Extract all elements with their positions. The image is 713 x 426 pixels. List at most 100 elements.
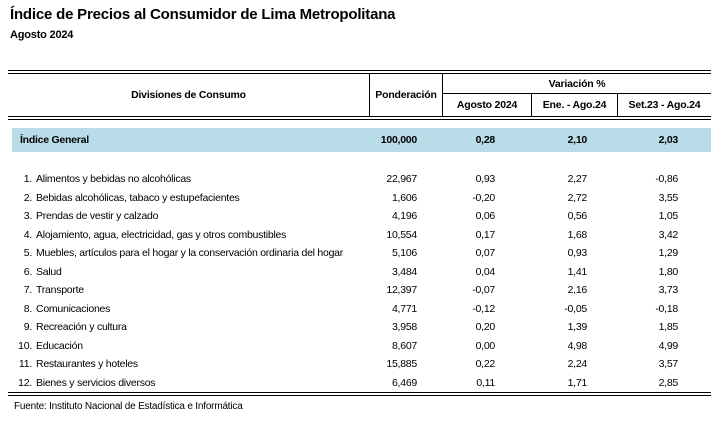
- table-row: 4. Alojamiento, agua, electricidad, gas y…: [8, 226, 711, 245]
- var-aug2024-cell: 0,00: [475, 339, 496, 352]
- var-aug2024-cell: 0,11: [476, 376, 495, 389]
- table-row: 12. Bienes y servicios diversos 6,469 0,1…: [8, 374, 711, 393]
- division-cell: Índice General: [20, 134, 89, 146]
- page-subtitle: Agosto 2024: [10, 29, 74, 41]
- division-name: Educación: [36, 339, 83, 352]
- division-number: 12.: [18, 376, 32, 389]
- var-set-ago-cell: 2,03: [658, 134, 679, 146]
- general-index-row: Índice General 100,000 0,28 2,10 2,03: [12, 128, 711, 152]
- table-row: 3. Prendas de vestir y calzado 4,196 0,06…: [8, 207, 711, 226]
- division-name: Muebles, artículos para el hogar y la co…: [36, 247, 344, 259]
- cpi-table: Divisiones de Consumo Ponderación Variac…: [8, 70, 711, 396]
- col-header-agosto-2024: Agosto 2024: [443, 94, 532, 116]
- var-ene-ago-cell: 1,71: [567, 376, 588, 389]
- division-number: 4.: [23, 228, 33, 241]
- var-aug2024-cell: -0,20: [472, 191, 495, 204]
- division-number: 1.: [23, 173, 33, 185]
- var-ene-ago-cell: 1,39: [567, 321, 588, 333]
- weight-cell: 1,606: [391, 191, 417, 204]
- col-header-ponderacion: Ponderación: [370, 74, 443, 116]
- var-aug2024-cell: 0,22: [475, 358, 496, 370]
- division-cell: 6. Salud: [8, 263, 370, 282]
- division-cell: 7. Transporte: [8, 281, 370, 300]
- division-number: 3.: [23, 210, 33, 222]
- var-ene-ago-cell: 4,98: [567, 339, 588, 352]
- weight-cell: 10,554: [386, 228, 417, 241]
- var-set-ago-cell: 4,99: [658, 339, 679, 352]
- var-set-ago-cell: 3,73: [658, 284, 679, 296]
- weight-cell: 4,771: [391, 302, 417, 315]
- table-row: 9. Recreación y cultura 3,958 0,20 1,39 1…: [8, 318, 711, 337]
- weight-cell: 22,967: [386, 173, 417, 185]
- col-header-variacion-group: Variación %: [443, 74, 711, 94]
- division-name: Alimentos y bebidas no alcohólicas: [36, 173, 191, 185]
- table-row: 2. Bebidas alcohólicas, tabaco y estupefa…: [8, 189, 711, 208]
- var-set-ago-cell: 1,85: [658, 321, 679, 333]
- table-header: Divisiones de Consumo Ponderación Variac…: [8, 70, 711, 120]
- var-ene-ago-cell: -0,05: [564, 302, 587, 315]
- var-ene-ago-cell: 2,24: [567, 358, 588, 370]
- division-name: Bebidas alcohólicas, tabaco y estupefaci…: [36, 191, 240, 204]
- weight-cell: 4,196: [391, 210, 417, 222]
- var-set-ago-cell: 1,80: [658, 265, 679, 278]
- var-aug2024-cell: 0,93: [475, 173, 496, 185]
- var-aug2024-cell: -0,12: [472, 302, 495, 315]
- weight-cell: 12,397: [386, 284, 417, 296]
- table-row: 8. Comunicaciones 4,771 -0,12 -0,05 -0,18: [8, 300, 711, 319]
- division-number: 7.: [23, 284, 33, 296]
- source-note: Fuente: Instituto Nacional de Estadístic…: [14, 401, 243, 412]
- division-number: 8.: [23, 302, 33, 315]
- table-row: 6. Salud 3,484 0,04 1,41 1,80: [8, 263, 711, 282]
- table-row: 11. Restaurantes y hoteles 15,885 0,22 2,…: [8, 355, 711, 374]
- division-name: Alojamiento, agua, electricidad, gas y o…: [36, 228, 287, 241]
- index-gap: [8, 152, 711, 170]
- weight-cell: 3,484: [391, 265, 417, 278]
- division-name: Prendas de vestir y calzado: [36, 210, 159, 222]
- table-row: 1. Alimentos y bebidas no alcohólicas 22,…: [8, 170, 711, 189]
- division-number: 10.: [18, 339, 32, 352]
- weight-cell: 3,958: [391, 321, 417, 333]
- division-number: 5.: [23, 247, 33, 259]
- division-number: 6.: [23, 265, 33, 278]
- division-cell: 11. Restaurantes y hoteles: [8, 355, 370, 374]
- var-ene-ago-cell: 2,27: [567, 173, 588, 185]
- var-aug2024-cell: 0,07: [475, 247, 496, 259]
- weight-cell: 8,607: [391, 339, 417, 352]
- var-aug2024-cell: 0,06: [475, 210, 496, 222]
- division-number: 2.: [23, 191, 33, 204]
- division-cell: 8. Comunicaciones: [8, 300, 370, 319]
- col-header-ene-ago24: Ene. - Ago.24: [532, 94, 618, 116]
- division-name: Transporte: [36, 284, 84, 296]
- division-name: Comunicaciones: [36, 302, 111, 315]
- var-set-ago-cell: 3,55: [658, 191, 679, 204]
- var-ene-ago-cell: 0,93: [567, 247, 588, 259]
- header-gap: [8, 120, 711, 128]
- col-header-divisiones: Divisiones de Consumo: [8, 74, 370, 116]
- var-set-ago-cell: 1,29: [658, 247, 679, 259]
- division-cell: 9. Recreación y cultura: [8, 318, 370, 337]
- var-ene-ago-cell: 2,10: [567, 134, 588, 146]
- var-set-ago-cell: 3,42: [658, 228, 679, 241]
- var-ene-ago-cell: 1,68: [567, 228, 588, 241]
- var-aug2024-cell: 0,04: [475, 265, 496, 278]
- var-ene-ago-cell: 2,72: [567, 191, 588, 204]
- division-cell: 4. Alojamiento, agua, electricidad, gas y…: [8, 226, 370, 245]
- weight-cell: 6,469: [391, 376, 417, 389]
- division-name: Bienes y servicios diversos: [36, 376, 156, 389]
- division-number: 9.: [23, 321, 33, 333]
- var-set-ago-cell: 1,05: [658, 210, 679, 222]
- table-row: 10. Educación 8,607 0,00 4,98 4,99: [8, 337, 711, 356]
- division-name: Recreación y cultura: [36, 321, 127, 333]
- weight-cell: 5,106: [391, 247, 417, 259]
- var-aug2024-cell: 0,17: [475, 228, 496, 241]
- division-cell: 12. Bienes y servicios diversos: [8, 374, 370, 393]
- division-cell: 1. Alimentos y bebidas no alcohólicas: [8, 170, 370, 189]
- var-set-ago-cell: 2,85: [658, 376, 679, 389]
- var-ene-ago-cell: 1,41: [567, 265, 588, 278]
- var-set-ago-cell: -0,18: [655, 302, 678, 315]
- table-row: 5. Muebles, artículos para el hogar y la …: [8, 244, 711, 263]
- table-bottom-rule: [8, 392, 711, 396]
- var-aug2024-cell: 0,28: [475, 134, 496, 146]
- var-aug2024-cell: 0,20: [475, 321, 496, 333]
